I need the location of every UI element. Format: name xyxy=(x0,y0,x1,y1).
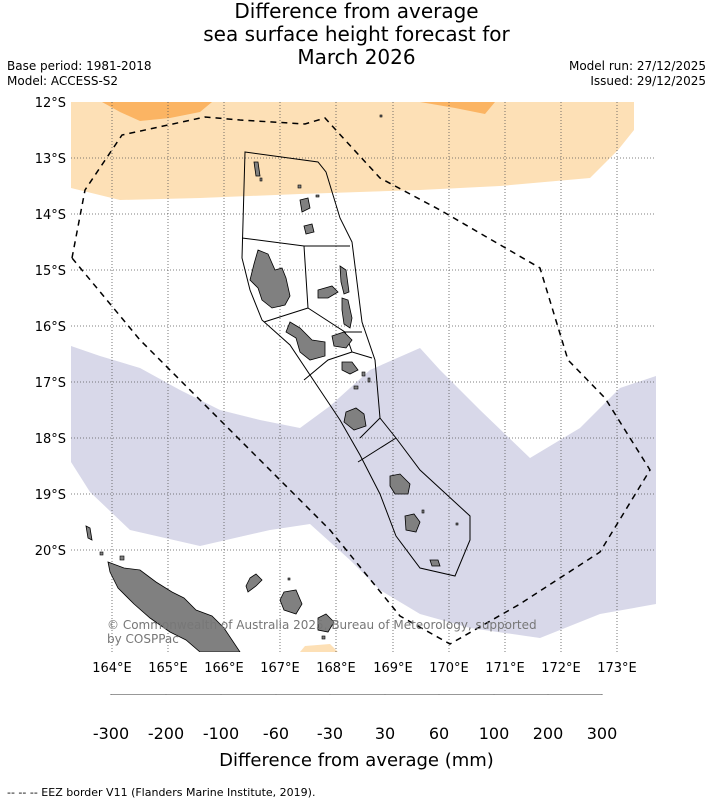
lon-label: 165°E xyxy=(148,661,188,676)
land-vanua-lava xyxy=(303,223,315,235)
eez-border xyxy=(71,116,651,645)
lon-label: 164°E xyxy=(92,661,132,676)
land-erromango xyxy=(389,473,411,495)
land-ouvea xyxy=(245,573,263,593)
anomaly-neg-30-60-band xyxy=(71,346,656,638)
small-islets xyxy=(99,114,459,640)
anomaly-pos-60-100-west xyxy=(102,102,212,121)
lat-label: 20°S xyxy=(35,544,66,559)
meta-right: Model run: 27/12/2025 Issued: 29/12/2025 xyxy=(569,59,706,89)
copyright-notice: © Commonwealth of Australia 2025, Bureau… xyxy=(107,618,537,646)
eez-footnote: -- -- -- EEZ border V11 (Flanders Marine… xyxy=(7,786,316,799)
colorbar-tick: -30 xyxy=(316,724,344,743)
lat-label: 13°S xyxy=(35,152,66,167)
land-aneityum xyxy=(429,559,441,567)
lat-label: 15°S xyxy=(35,264,66,279)
colorbar-tick: -200 xyxy=(147,724,185,743)
chart-title: Difference from average sea surface heig… xyxy=(0,0,713,69)
lon-label: 166°E xyxy=(204,661,244,676)
colorbar-title: Difference from average (mm) xyxy=(219,750,494,771)
lon-label: 168°E xyxy=(316,661,356,676)
lon-label: 169°E xyxy=(373,661,413,676)
land-new-caledonia xyxy=(107,561,241,652)
colorbar-tick: 60 xyxy=(428,724,450,743)
lat-axis-labels: 12°S 13°S 14°S 15°S 16°S 17°S 18°S 19°S … xyxy=(35,96,66,559)
land-gaua xyxy=(299,197,311,213)
model-run-label: Model run: 27/12/2025 xyxy=(568,59,706,73)
colorbar-tick: 300 xyxy=(586,724,618,743)
lat-label: 18°S xyxy=(35,432,66,447)
title-line-2: sea surface height forecast for xyxy=(203,22,510,46)
colorbar-tick: 30 xyxy=(374,724,396,743)
land-mare xyxy=(317,613,335,633)
issued-label: Issued: 29/12/2025 xyxy=(590,74,706,88)
lon-label: 172°E xyxy=(541,661,581,676)
anomaly-pos-30-60-north xyxy=(71,102,634,200)
land-malekula xyxy=(285,321,326,361)
land-lifou xyxy=(279,589,303,615)
land-belep xyxy=(85,525,93,541)
lon-label: 173°E xyxy=(597,661,637,676)
land-espiritu-santo xyxy=(249,249,291,309)
lat-label: 19°S xyxy=(35,488,66,503)
land-masses xyxy=(85,161,441,652)
lat-label: 14°S xyxy=(35,208,66,223)
colorbar-tick: -60 xyxy=(262,724,290,743)
land-ambae xyxy=(317,285,339,299)
land-maewo xyxy=(339,265,350,295)
land-torres xyxy=(253,161,261,177)
land-pentecost xyxy=(341,297,353,329)
lon-label: 170°E xyxy=(429,661,469,676)
land-ambrym xyxy=(331,331,353,349)
lon-label: 171°E xyxy=(485,661,525,676)
lat-label: 16°S xyxy=(35,320,66,335)
colorbar-tick: 100 xyxy=(478,724,510,743)
colorbar-tick: 200 xyxy=(532,724,564,743)
land-efate xyxy=(343,407,367,431)
base-period-label: Base period: 1981-2018 xyxy=(7,59,152,73)
anomaly-pos-30-60-south xyxy=(300,644,338,652)
lat-label: 12°S xyxy=(35,96,66,111)
colorbar-tick: -300 xyxy=(92,724,130,743)
title-line-3: March 2026 xyxy=(297,45,416,69)
title-line-1: Difference from average xyxy=(234,0,479,23)
colorbar-tick: -100 xyxy=(202,724,240,743)
sea-level-map: 12°S 13°S 14°S 15°S 16°S 17°S 18°S 19°S … xyxy=(35,96,656,695)
meta-left: Base period: 1981-2018 Model: ACCESS-S2 xyxy=(7,59,152,89)
copyright-line-2: by COSPPac xyxy=(107,632,179,646)
copyright-line-1: © Commonwealth of Australia 2025, Bureau… xyxy=(107,618,537,632)
lon-axis-labels: 164°E 165°E 166°E 167°E 168°E 169°E 170°… xyxy=(92,661,637,676)
land-tanna xyxy=(404,513,421,533)
model-label: Model: ACCESS-S2 xyxy=(7,74,119,88)
lon-label: 167°E xyxy=(260,661,300,676)
province-boundaries xyxy=(241,151,471,577)
anomaly-pos-60-100-east xyxy=(420,102,495,114)
land-epi xyxy=(341,361,359,375)
lat-label: 17°S xyxy=(35,376,66,391)
